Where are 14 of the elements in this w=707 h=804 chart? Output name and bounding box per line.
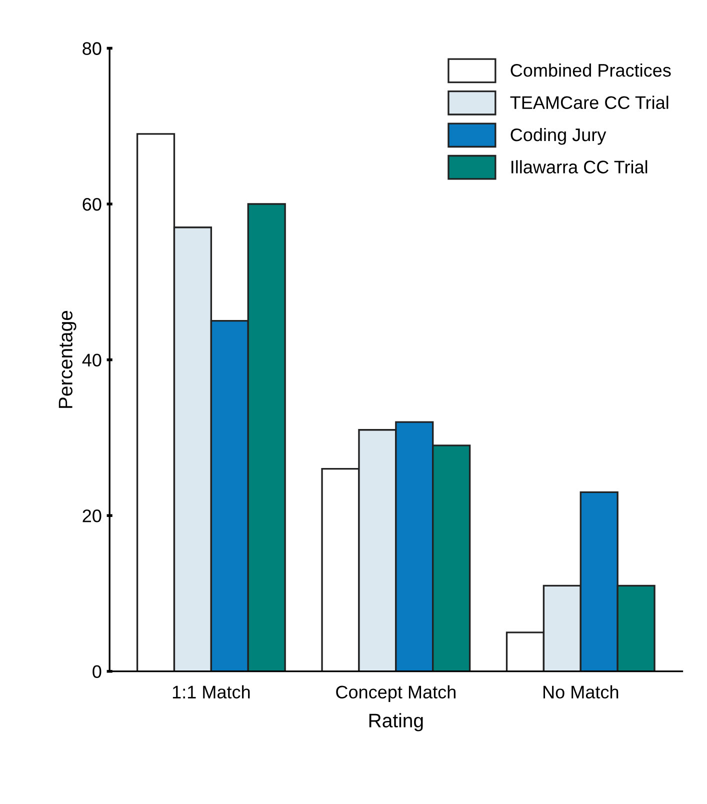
- legend-label: Illawarra CC Trial: [512, 160, 648, 174]
- x-tick-label: 1:1 Match: [172, 685, 250, 698]
- x-axis-title: Rating: [369, 713, 423, 732]
- y-tick-label: 60: [82, 198, 102, 211]
- y-tick-label: 40: [82, 354, 102, 367]
- y-axis-title: Percentage: [58, 310, 76, 408]
- y-tick-label: 80: [82, 42, 102, 55]
- legend-label: Coding Jury: [510, 128, 606, 145]
- legend-label: TEAMCare CC Trial: [510, 96, 668, 109]
- legend-label: Combined Practices: [510, 64, 671, 77]
- y-tick-label: 20: [82, 510, 102, 522]
- y-tick-label: 0: [92, 665, 102, 678]
- x-tick-label: No Match: [544, 685, 618, 698]
- x-tick-label: Concept Match: [336, 685, 456, 702]
